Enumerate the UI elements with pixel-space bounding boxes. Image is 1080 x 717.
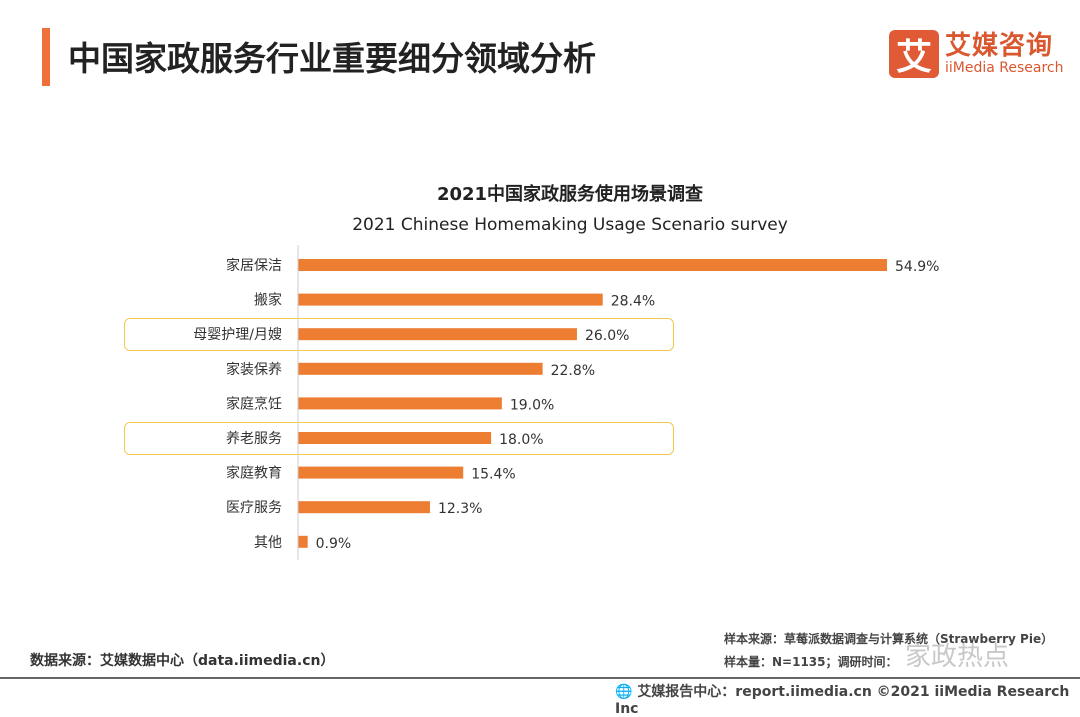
- chart-title: 2021中国家政服务使用场景调查: [436, 184, 704, 205]
- bar: [298, 362, 543, 375]
- category-label: 家居保洁: [226, 257, 282, 274]
- category-label: 医疗服务: [226, 500, 282, 516]
- bar: [298, 328, 577, 341]
- bar: [298, 501, 430, 514]
- footer-report-text: 艾媒报告中心：report.iimedia.cn ©2021 iiMedia R…: [615, 684, 1070, 717]
- value-label: 18.0%: [499, 432, 543, 448]
- footer-divider: [0, 677, 1080, 679]
- sample-source: 样本来源：草莓派数据调查与计算系统（Strawberry Pie）: [724, 632, 1054, 646]
- logo-mark: 艾: [889, 30, 939, 78]
- bar: [298, 397, 502, 410]
- value-label: 19.0%: [510, 397, 554, 413]
- sample-size: 样本量：N=1135；调研时间：: [724, 655, 898, 669]
- category-label: 其他: [254, 535, 282, 551]
- category-label: 养老服务: [226, 431, 282, 447]
- logo-cn: 艾媒咨询: [945, 31, 1054, 61]
- category-label: 家装保养: [226, 361, 282, 378]
- chart-subtitle: 2021 Chinese Homemaking Usage Scenario s…: [352, 215, 788, 235]
- title-accent-bar: [42, 28, 50, 86]
- value-label: 54.9%: [895, 259, 939, 275]
- value-label: 26.0%: [585, 328, 629, 344]
- highlight-box: [124, 422, 674, 455]
- bar: [298, 432, 492, 444]
- watermark: 家政热点: [905, 642, 1010, 672]
- value-label: 22.8%: [551, 363, 595, 379]
- value-label: 12.3%: [438, 501, 482, 517]
- value-label: 0.9%: [316, 536, 352, 552]
- bar: [298, 293, 603, 306]
- value-label: 15.4%: [471, 467, 515, 483]
- category-label: 母婴护理/月嫂: [193, 327, 282, 343]
- bar: [298, 259, 887, 271]
- data-source: 数据来源：艾媒数据中心（data.iimedia.cn）: [30, 653, 335, 669]
- bar: [298, 466, 464, 479]
- bar: [298, 535, 308, 548]
- category-label: 搬家: [254, 292, 282, 309]
- category-label: 家庭教育: [226, 465, 282, 482]
- category-label: 家庭烹饪: [226, 395, 282, 412]
- iimedia-logo: 艾 艾媒咨询 iiMedia Research: [889, 30, 1064, 78]
- logo-en: iiMedia Research: [945, 60, 1064, 76]
- bar-chart: 家居保洁 54.9% 搬家 28.4% 母婴护理/月嫂 26.0% 家装保养 22.8% 家庭烹…: [193, 245, 939, 560]
- value-label: 28.4%: [611, 294, 655, 310]
- page-title: 中国家政服务行业重要细分领域分析: [68, 39, 596, 78]
- footer-report: 🌐 艾媒报告中心：report.iimedia.cn ©2021 iiMedia…: [615, 681, 1080, 717]
- highlight-box: [124, 318, 674, 352]
- globe-icon: 🌐: [615, 684, 633, 700]
